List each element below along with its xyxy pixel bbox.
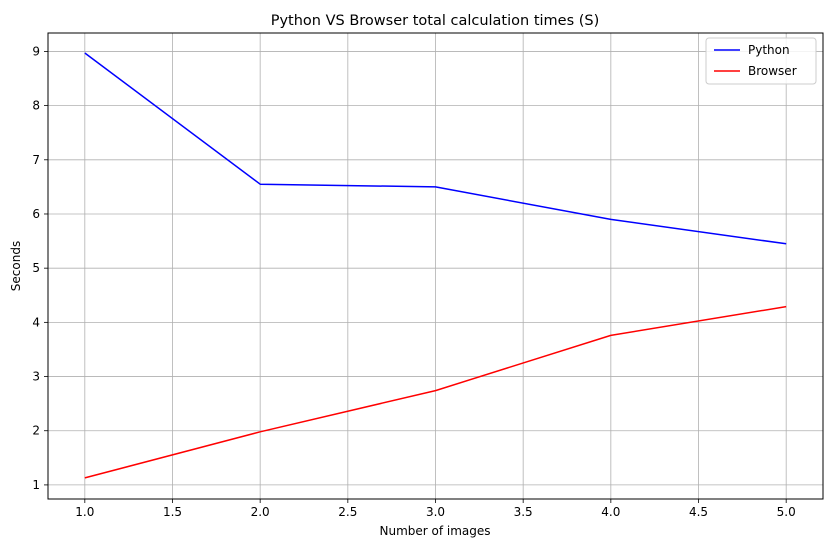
y-tick-label: 7 (32, 153, 40, 167)
x-tick-label: 3.0 (426, 505, 445, 519)
x-tick-label: 5.0 (777, 505, 796, 519)
x-tick-label: 2.0 (251, 505, 270, 519)
series-line-browser (84, 305, 787, 479)
y-tick-label: 9 (32, 44, 40, 58)
y-tick-label: 4 (32, 315, 40, 329)
y-tick-label: 6 (32, 207, 40, 221)
x-axis-ticks: 1.0 1.5 2.0 2.5 3.0 3.5 4.0 4.5 5.0 (75, 499, 796, 519)
x-axis-title: Number of images (379, 524, 490, 538)
legend: Python Browser (705, 37, 817, 85)
y-tick-label: 2 (32, 424, 40, 438)
y-tick-label: 1 (32, 478, 40, 492)
y-tick-label: 8 (32, 99, 40, 113)
legend-label: Browser (748, 64, 797, 78)
x-tick-label: 4.0 (601, 505, 620, 519)
y-tick-label: 3 (32, 370, 40, 384)
series-lines (84, 52, 787, 479)
y-axis-ticks: 1 2 3 4 5 6 7 8 9 (32, 44, 48, 492)
x-tick-label: 2.5 (338, 505, 357, 519)
y-tick-label: 5 (32, 261, 40, 275)
y-axis-title: Seconds (9, 241, 23, 291)
x-tick-label: 1.0 (75, 505, 94, 519)
series-line-python (84, 52, 787, 245)
x-tick-label: 3.5 (514, 505, 533, 519)
chart-title: Python VS Browser total calculation time… (271, 13, 600, 29)
x-tick-label: 1.5 (163, 505, 182, 519)
legend-label: Python (748, 43, 790, 57)
grid (48, 33, 823, 499)
x-tick-label: 4.5 (689, 505, 708, 519)
